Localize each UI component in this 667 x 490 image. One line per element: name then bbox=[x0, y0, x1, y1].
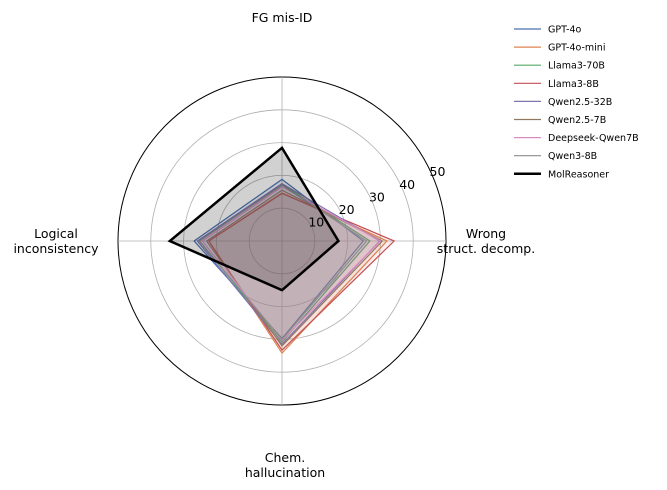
axis-label-3: Logical inconsistency bbox=[13, 226, 99, 256]
series-line-qwen2-5-32b bbox=[196, 182, 381, 346]
axis-labels: FG mis-ID Wrong struct. decomp. Chem. halluc… bbox=[13, 10, 535, 480]
radial-tick-labels: 10 20 30 40 50 bbox=[308, 164, 445, 229]
tick-label-50: 50 bbox=[430, 164, 446, 179]
series-fill-gpt-4o-mini bbox=[208, 192, 387, 354]
legend-label-5: Qwen2.5-7B bbox=[548, 115, 606, 126]
series-fill-deepseek-qwen7b bbox=[202, 186, 381, 341]
tick-label-10: 10 bbox=[308, 214, 324, 229]
series-line-llama3-8b bbox=[208, 192, 396, 352]
tick-label-30: 30 bbox=[369, 189, 385, 204]
axis-label-1: Wrong struct. decomp. bbox=[437, 226, 535, 256]
series-fill-qwen2-5-32b bbox=[197, 183, 380, 345]
legend-label-4: Qwen2.5-32B bbox=[548, 97, 612, 108]
legend-label-0: GPT-4o bbox=[548, 25, 581, 36]
legend-label-6: Deepseek-Qwen7B bbox=[548, 133, 639, 144]
series-fill-qwen3-8b bbox=[199, 185, 367, 340]
axis-label-2: Chem. hallucination bbox=[245, 450, 325, 480]
legend-label-3: Llama3-8B bbox=[548, 79, 599, 90]
tick-label-20: 20 bbox=[339, 202, 355, 217]
legend-label-8: MolReasoner bbox=[548, 169, 609, 180]
series-line-qwen3-8b bbox=[198, 184, 368, 341]
series-layer bbox=[167, 145, 396, 355]
legend-label-7: Qwen3-8B bbox=[548, 151, 597, 162]
series-fill-qwen2-5-7b bbox=[206, 190, 383, 346]
legend-label-1: GPT-4o-mini bbox=[548, 43, 605, 54]
tick-label-40: 40 bbox=[399, 177, 415, 192]
axis-label-0: FG mis-ID bbox=[252, 10, 313, 25]
series-line-deepseek-qwen7b bbox=[201, 186, 382, 342]
series-fill-gpt-4o bbox=[194, 179, 364, 339]
legend: GPT-4o GPT-4o-mini Llama3-70B Llama3-8B Qwen… bbox=[514, 25, 639, 180]
legend-label-2: Llama3-70B bbox=[548, 61, 605, 72]
series-fill-molreasoner bbox=[169, 147, 339, 291]
series-line-molreasoner bbox=[167, 145, 341, 292]
